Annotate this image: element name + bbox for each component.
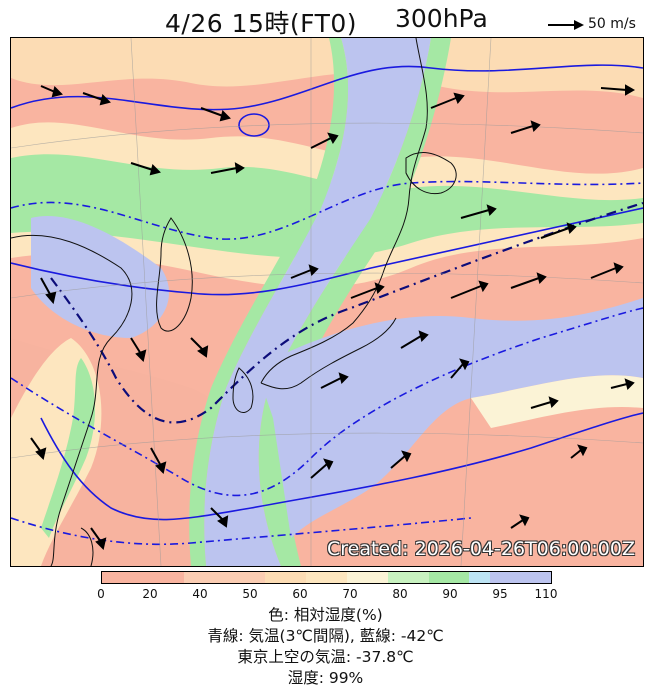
- colorbar-ticks: 0 20 40 50 60 70 80 90 95 110: [97, 583, 557, 603]
- wind-arrow: [210, 507, 229, 528]
- isotherm-3: [11, 207, 643, 296]
- colorbar-segment-95-110: [489, 572, 551, 583]
- wind-arrow: [460, 204, 497, 219]
- moist-band-main: [204, 38, 431, 566]
- wind-scale-label: 50 m/s: [588, 16, 636, 32]
- legend-line-meaning: 青線: 気温(3℃間隔), 藍線: -42℃: [207, 627, 444, 645]
- wind-arrow: [510, 272, 547, 289]
- coast-honshu-south: [260, 317, 397, 390]
- minus42-contour: [50, 201, 643, 424]
- wind-arrow: [190, 337, 209, 358]
- colorbar-tick: 0: [97, 587, 105, 601]
- moist-area-pacific: [256, 298, 643, 538]
- wind-arrow: [390, 450, 412, 469]
- coastlines: [11, 38, 457, 566]
- wind-arrow: [320, 372, 349, 389]
- wind-arrow: [40, 277, 57, 305]
- coast-korea: [156, 217, 193, 332]
- wind-arrow: [510, 514, 530, 529]
- isotherm-north: [11, 64, 643, 111]
- colorbar-tick: 80: [392, 587, 408, 601]
- colorbar-tick: 60: [292, 587, 308, 601]
- coast-kyushu: [232, 367, 254, 413]
- colorbar-segment-70-80: [387, 572, 429, 583]
- humidity-colorbar: [101, 571, 552, 584]
- colorbar-tick: 70: [342, 587, 358, 601]
- wind-arrow: [200, 107, 231, 122]
- wind-arrow: [570, 444, 588, 459]
- wind-arrow: [150, 447, 167, 474]
- wind-arrow: [130, 337, 147, 362]
- colorbar-segment-0-20: [102, 572, 184, 583]
- wind-arrow: [82, 92, 111, 106]
- colorbar-tick: 50: [242, 587, 258, 601]
- colorbar-tick: 95: [492, 587, 508, 601]
- isotherm-6: [11, 517, 472, 546]
- map-title-bar: 4/26 15時(FT0) 300hPa 50 m/s: [0, 2, 651, 38]
- colorbar-tick: 20: [142, 587, 158, 601]
- wind-vectors: [30, 84, 636, 550]
- humidity-band-north: [11, 38, 643, 98]
- moist-streak-china: [41, 358, 96, 538]
- wind-arrow: [90, 527, 107, 550]
- minus42-line: [50, 201, 643, 424]
- wind-arrow: [600, 84, 636, 96]
- wind-arrow: [210, 162, 245, 174]
- wind-arrow: [450, 280, 489, 299]
- wind-arrow: [450, 358, 470, 379]
- isotherm-4: [11, 307, 643, 497]
- wind-scale-arrow-icon: [548, 20, 584, 30]
- map-canvas: [11, 38, 643, 566]
- wind-arrow: [350, 282, 385, 299]
- colorbar-segment-50-60: [306, 572, 347, 583]
- moist-band-edge-west: [189, 38, 349, 566]
- pressure-level-title: 300hPa: [395, 4, 488, 33]
- map-legend: 色: 相対湿度(%) 青線: 気温(3℃間隔), 藍線: -42℃ 東京上空の気…: [0, 605, 651, 689]
- wind-arrow: [590, 262, 624, 279]
- legend-tokyo-temperature: 東京上空の気温: -37.8℃: [237, 648, 414, 666]
- wind-arrow: [310, 132, 339, 149]
- wind-arrow: [610, 378, 635, 390]
- wind-arrow: [540, 222, 577, 239]
- moist-patch-korea: [31, 216, 170, 338]
- wind-arrow: [30, 437, 47, 460]
- wind-scale: 50 m/s: [546, 16, 646, 36]
- wind-arrow: [400, 330, 429, 349]
- colorbar-segment-40-50: [265, 572, 307, 583]
- wind-arrow: [40, 85, 63, 98]
- moist-band-edge-east: [258, 38, 451, 566]
- colorbar-segment-20-40: [183, 572, 266, 583]
- coast-taiwan: [80, 527, 94, 566]
- colorbar-tick: 40: [192, 587, 208, 601]
- wind-arrow: [510, 120, 541, 134]
- wind-arrow: [530, 396, 559, 409]
- created-timestamp: Created: 2026-04-26T06:00:00Z: [326, 538, 635, 560]
- colorbar-segment-90-95: [469, 572, 490, 583]
- isotherm-2: [11, 180, 643, 240]
- wind-arrow: [310, 458, 334, 479]
- colorbar-tick: 110: [534, 587, 558, 601]
- legend-tokyo-humidity: 湿度: 99%: [287, 669, 364, 687]
- coast-hokkaido: [405, 152, 457, 195]
- legend-color-meaning: 色: 相対湿度(%): [268, 606, 383, 624]
- colorbar-tick: 90: [442, 587, 458, 601]
- colorbar-segment-60-70: [346, 572, 388, 583]
- colorbar-segment-80-90: [428, 572, 470, 583]
- wind-arrow: [430, 92, 465, 109]
- weather-map: Created: 2026-04-26T06:00:00Z: [10, 37, 644, 567]
- coast-china: [11, 234, 133, 566]
- forecast-time-title: 4/26 15時(FT0): [165, 9, 358, 38]
- wind-arrow: [290, 264, 319, 279]
- coast-honshu-north: [260, 38, 428, 384]
- graticule: [11, 38, 643, 566]
- wind-arrow: [130, 162, 161, 176]
